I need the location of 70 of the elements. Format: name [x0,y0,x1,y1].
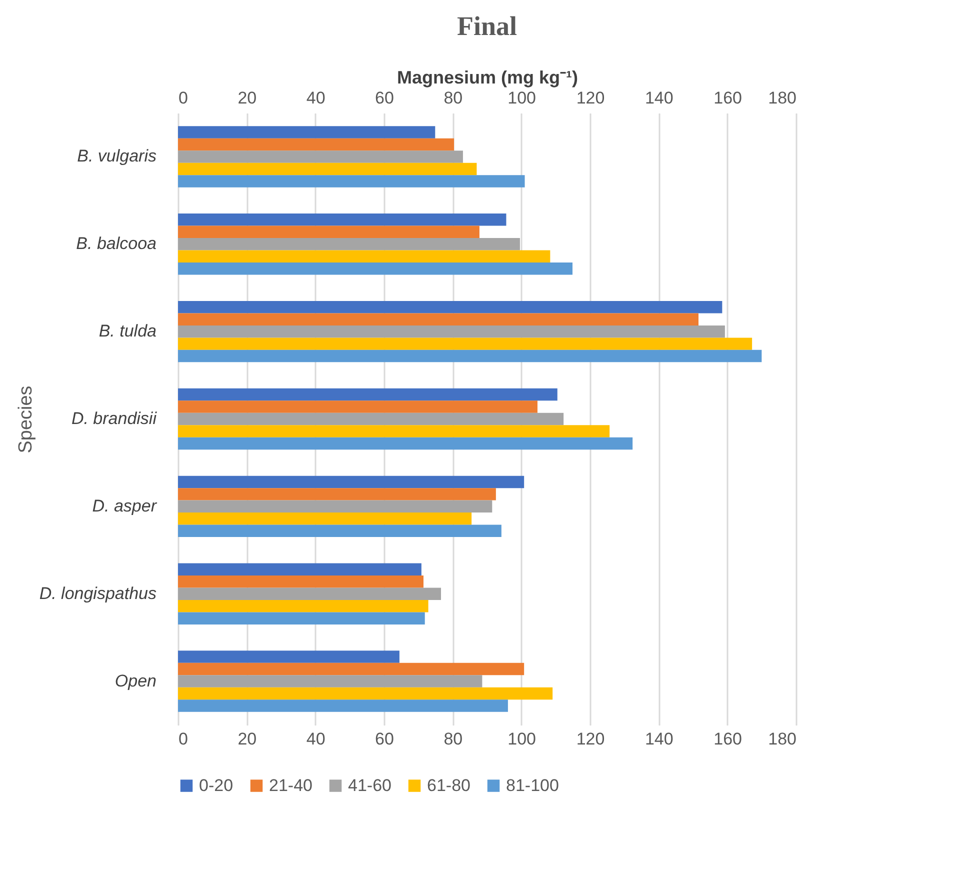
y-tick-label: D. asper [92,496,158,516]
bar [178,162,477,176]
bar [178,650,400,663]
legend-label: 81-100 [506,776,559,795]
bar [178,563,422,576]
x-tick-label: 20 [238,730,257,748]
bar [178,600,428,612]
bar [178,500,492,513]
legend-label: 0-20 [199,776,234,795]
bar [178,338,752,350]
bar [178,575,424,588]
x2-tick-label: 140 [644,88,674,108]
x-tick-label: 80 [444,730,463,748]
x2-tick-label: 80 [444,88,463,108]
bar [178,488,496,500]
chart-title: Final [456,11,518,41]
x-tick-label: 180 [768,730,796,748]
bar [178,675,482,688]
bar [178,412,564,426]
x-tick-label: 120 [576,730,605,748]
x-tick-label: 160 [714,730,742,748]
bar [178,226,480,238]
bar [178,588,441,600]
x-tick-label: 100 [508,730,536,748]
bar [178,425,610,438]
bar [178,400,538,413]
bar [178,437,633,450]
x2-tick-label: 20 [238,88,257,108]
x2-tick-label: 160 [714,88,742,108]
bar [178,126,436,138]
legend-label: 21-40 [269,776,312,795]
bar [178,325,725,338]
bar [178,662,524,676]
y-tick-label: B. vulgaris [77,146,157,166]
bar [178,350,762,362]
x-tick-label: 0 [178,730,188,748]
bar [178,138,454,151]
y-tick-label: D. longispathus [39,584,157,603]
bar [178,476,524,488]
bar [178,214,506,226]
x2-tick-label: 60 [375,88,394,108]
bar [178,687,553,700]
bar [178,512,472,525]
x2-axis-title: Magnesium (mg kg⁻¹) [396,68,578,88]
x-tick-label: 140 [644,730,674,748]
bar [178,388,558,401]
bar [178,238,520,250]
bar [178,700,508,712]
x2-tick-label: 0 [178,88,188,108]
legend-label: 61-80 [427,776,470,795]
bar [178,300,722,314]
bar [178,250,550,263]
x2-tick-label: 180 [768,88,796,108]
bar [178,175,525,188]
x-tick-label: 60 [375,730,394,748]
y-tick-label: D. brandisii [71,409,158,428]
legend-label: 41-60 [348,776,392,795]
bar [178,612,425,624]
bar [178,313,698,326]
x-tick-label: 40 [306,730,326,748]
bar [178,150,463,163]
y-tick-label: B. balcooa [76,234,156,254]
x2-tick-label: 120 [576,88,605,108]
x2-tick-label: 40 [306,88,326,108]
bar [178,262,572,275]
y-tick-label: B. tulda [98,322,156,341]
y-axis-title: Species [15,386,36,454]
y-tick-label: Open [114,671,156,690]
x2-tick-label: 100 [508,88,536,108]
bar [178,524,502,538]
